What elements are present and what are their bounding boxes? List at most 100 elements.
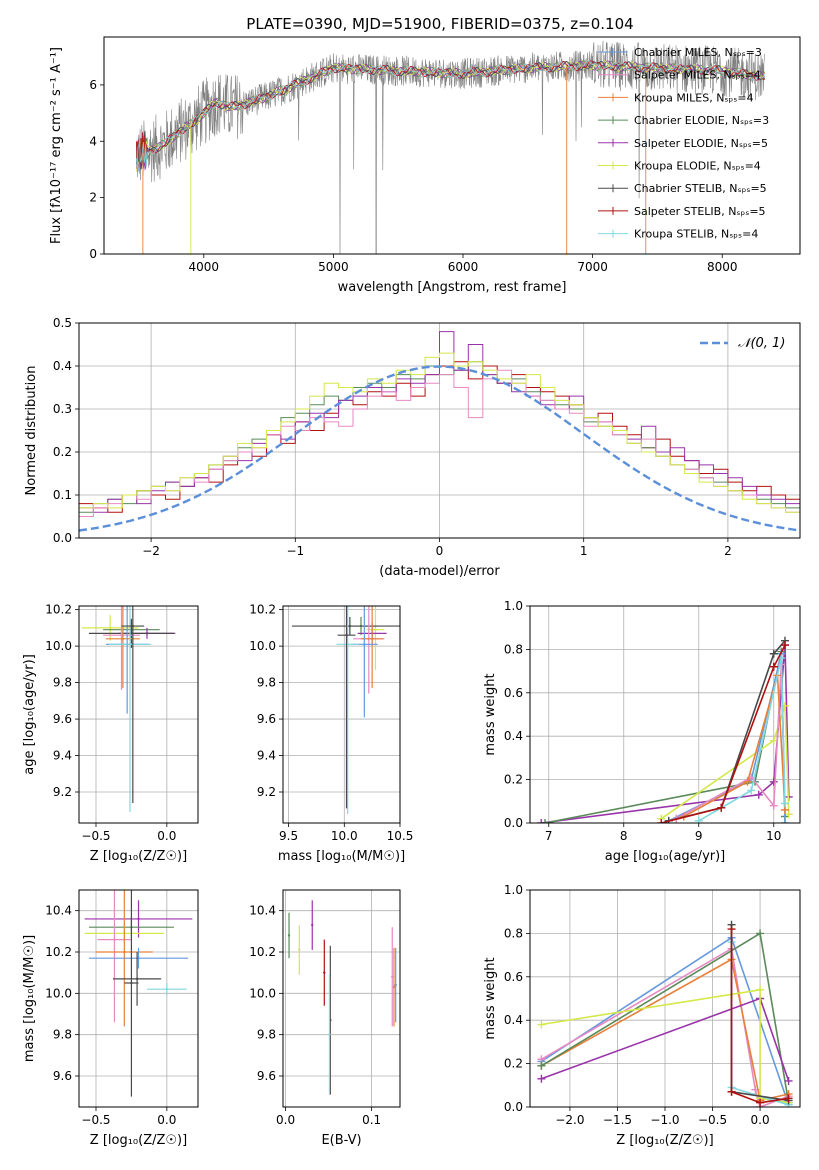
figure-title: PLATE=0390, MJD=51900, FIBERID=0375, z=0…: [246, 15, 633, 33]
model-spectrum-line: [135, 60, 765, 166]
y-axis-label: Normed distribution: [24, 366, 39, 496]
chart-weight-vs-age: 7 8 9 10 0.0 0.2 0.4 0.6 0.8 1.0 age [log₁₀(age/yr…: [483, 599, 801, 864]
weight-marker: [781, 799, 789, 808]
weight-marker: [537, 1061, 546, 1070]
y-tick-label: 9.6: [257, 1069, 276, 1083]
x-tick-label: 10: [766, 829, 781, 843]
x-axis-label: Z [log₁₀(Z/Z☉)]: [616, 1133, 713, 1148]
x-axis-label: Z [log₁₀(Z/Z☉)]: [90, 849, 187, 864]
x-tick-label: −0.5: [81, 829, 110, 843]
y-tick-label: 9.6: [257, 712, 276, 726]
y-tick-label: 9.6: [53, 712, 72, 726]
gaussian-curve: [79, 365, 800, 532]
x-tick-label: 10.0: [331, 829, 358, 843]
x-tick-label: 1: [580, 544, 588, 558]
y-tick-label: 9.8: [257, 1028, 276, 1042]
legend-label: Chabrier STELIB, Nₛₚₛ=5: [634, 182, 767, 195]
data-point: [121, 637, 125, 641]
x-tick-label: 0.1: [362, 1113, 381, 1127]
x-axis-label: age [log₁₀(age/yr)]: [605, 849, 726, 864]
y-tick-label: 10.2: [249, 603, 276, 617]
x-tick-label: 0.0: [751, 1113, 770, 1127]
x-tick-label: 0.0: [276, 1113, 295, 1127]
x-tick-label: 7000: [577, 260, 608, 274]
x-axis-label: (data-model)/error: [379, 564, 500, 579]
data-point: [135, 977, 139, 981]
plot-body-weight-vs-age: [530, 606, 800, 823]
model-spectrum-line: [135, 60, 765, 172]
x-tick-label: 6000: [448, 260, 479, 274]
data-point: [287, 934, 291, 937]
y-tick-label: 10.4: [249, 904, 276, 918]
weight-marker: [541, 819, 549, 823]
plot-body-spectrum: [135, 40, 766, 254]
y-tick-label: 0.8: [504, 926, 523, 940]
y-tick-label: 9.8: [53, 1028, 72, 1042]
chart-age-vs-metallicity: −0.5 0.0 9.2 9.4 9.6 9.8 10.0 10.2 Z [log₁₀(Z/Z☉…: [22, 603, 199, 864]
weight-marker: [781, 819, 789, 823]
plot-body-mass-vs-metallicity: [79, 890, 198, 1107]
x-tick-label: −1: [286, 544, 304, 558]
y-tick-label: 0.4: [504, 729, 523, 743]
y-tick-label: 0.4: [53, 359, 72, 373]
legend-label: 𝒩(0, 1): [738, 336, 785, 351]
y-tick-label: 10.0: [45, 986, 72, 1000]
legend-label: Kroupa STELIB, Nₛₚₛ=4: [634, 228, 758, 241]
y-tick-label: 10.0: [45, 639, 72, 653]
y-tick-label: 1.0: [504, 883, 523, 897]
y-tick-label: 0.2: [504, 773, 523, 787]
y-tick-label: 9.4: [257, 749, 276, 763]
weight-line: [541, 958, 789, 1102]
weight-marker: [784, 1076, 793, 1085]
y-tick-label: 0.5: [53, 316, 72, 330]
histogram-step-line: [79, 369, 800, 517]
x-tick-label: 0.0: [157, 1113, 176, 1127]
axes-frame: [103, 36, 801, 255]
y-tick-label: 1.0: [504, 599, 523, 613]
data-point: [370, 637, 374, 641]
y-tick-label: 4: [89, 134, 97, 148]
axes-frame: [282, 889, 401, 1108]
y-tick-label: 9.8: [257, 676, 276, 690]
plot-body-mass-vs-reddening: [283, 890, 400, 1107]
axes-frame: [78, 889, 199, 1108]
weight-marker: [784, 810, 793, 819]
plot-body-residuals: [79, 323, 800, 538]
y-tick-label: 9.4: [53, 749, 72, 763]
data-point: [394, 983, 397, 987]
y-tick-label: 0.0: [53, 531, 72, 545]
x-tick-label: −0.5: [81, 1113, 110, 1127]
data-point: [130, 632, 133, 635]
x-tick-label: 2: [724, 544, 732, 558]
x-tick-label: 0: [436, 544, 444, 558]
y-tick-label: 0.0: [504, 816, 523, 830]
legend-label: Chabrier ELODIE, Nₛₚₛ=3: [634, 114, 769, 127]
data-point: [328, 1033, 331, 1036]
y-tick-label: 0: [89, 247, 97, 261]
plot-area: 4000 5000 6000 7000 8000 0 2 4 6 wavelength [Angs…: [22, 36, 801, 1148]
data-point: [137, 917, 140, 921]
x-tick-label: −1.0: [650, 1113, 679, 1127]
y-axis-label: mass [log₁₀(M/M☉)]: [22, 935, 37, 1062]
data-point: [363, 643, 366, 646]
y-axis-label: mass weight: [483, 673, 498, 755]
data-point: [348, 624, 352, 628]
y-axis-label: mass weight: [483, 957, 498, 1039]
axes-frame: [529, 605, 801, 824]
weight-marker: [756, 985, 765, 994]
x-tick-label: −2: [142, 544, 160, 558]
weight-marker: [769, 649, 778, 658]
weight-marker: [769, 777, 778, 786]
chart-weight-vs-metallicity: −2.0 −1.5 −1.0 −0.5 0.0 0.0 0.2 0.4 0.6 0.8 1.0 Z […: [483, 883, 801, 1148]
data-point: [131, 624, 135, 628]
y-tick-label: 10.0: [249, 639, 276, 653]
y-tick-label: 0.6: [504, 970, 523, 984]
data-point: [120, 633, 123, 637]
weight-line: [730, 929, 789, 1104]
x-tick-label: 5000: [318, 260, 349, 274]
data-point: [298, 948, 301, 952]
y-tick-label: 0.2: [53, 445, 72, 459]
data-point: [323, 971, 326, 974]
model-spectrum-line: [135, 60, 765, 170]
